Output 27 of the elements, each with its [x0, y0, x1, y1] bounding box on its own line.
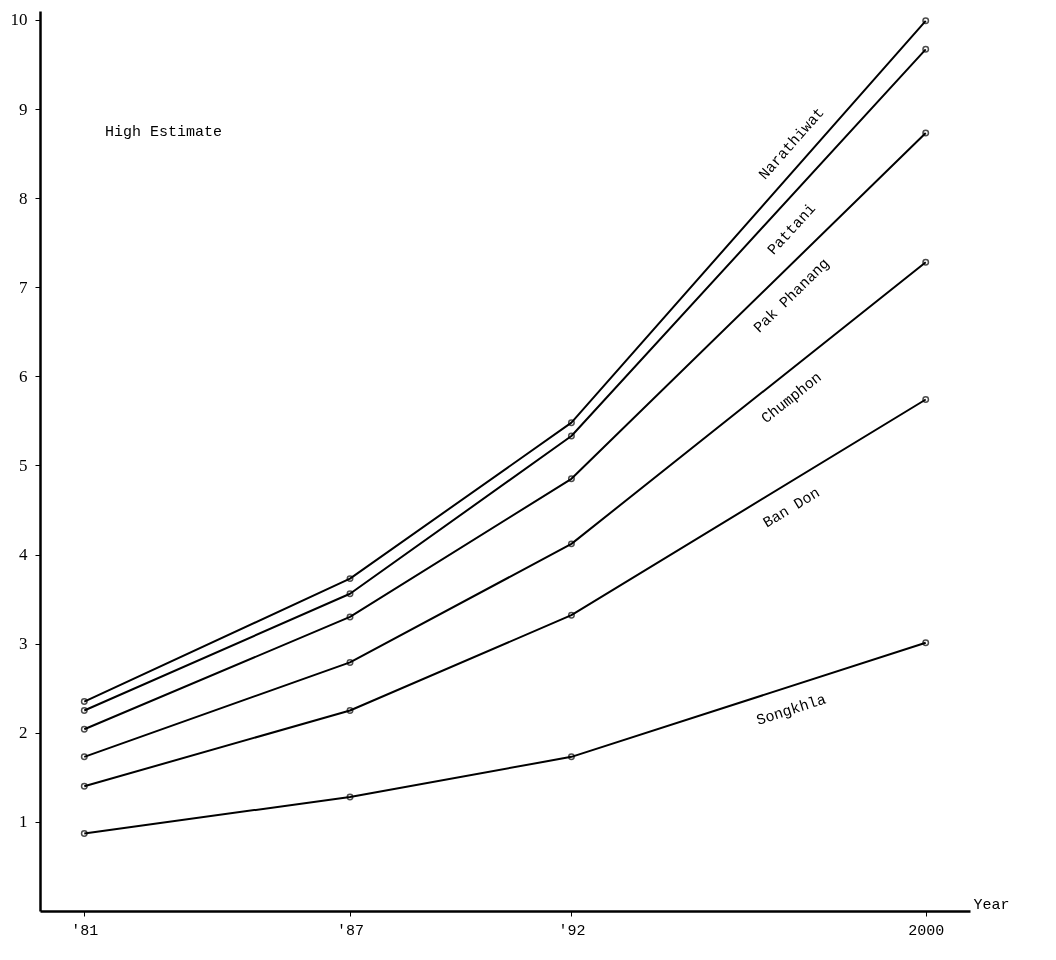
point	[567, 753, 575, 761]
text: Ban Don	[760, 484, 824, 533]
y-tick-label: 9	[19, 99, 28, 119]
point	[567, 419, 575, 427]
point	[346, 590, 354, 598]
point	[567, 475, 575, 483]
x-tick-label: 2000	[908, 922, 945, 940]
point	[346, 707, 354, 714]
y-tick-label: 7	[19, 277, 28, 297]
x-tick-label: '87	[336, 922, 365, 940]
point	[346, 575, 354, 583]
x-axis-title: Year	[973, 896, 1010, 914]
x-tick-label: '81	[71, 922, 99, 940]
point	[567, 611, 575, 619]
y-tick-label: 4	[19, 545, 28, 565]
annotation: High Estimate	[105, 124, 223, 141]
y-tick-label: 1	[19, 812, 28, 832]
point	[567, 432, 575, 440]
y-tick-label: 6	[19, 366, 28, 386]
point	[567, 540, 575, 548]
y-tick-label: 10	[10, 10, 28, 30]
y-tick-label: 5	[19, 455, 28, 475]
y-tick-label: 3	[19, 634, 28, 654]
x-tick-label: '92	[558, 922, 586, 940]
y-tick-label: 2	[19, 723, 28, 743]
point	[346, 658, 354, 666]
y-tick-label: 8	[19, 188, 28, 208]
